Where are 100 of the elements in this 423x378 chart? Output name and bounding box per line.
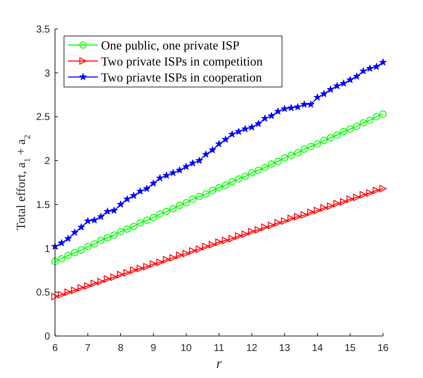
point <box>182 162 190 170</box>
point <box>110 206 118 214</box>
point <box>307 142 314 150</box>
point <box>97 212 105 220</box>
point <box>222 236 230 244</box>
point <box>130 192 138 199</box>
point <box>136 187 144 194</box>
y-tick-label: 2.5 <box>36 112 50 124</box>
point <box>314 206 322 214</box>
point <box>235 232 242 240</box>
point <box>110 231 118 239</box>
point <box>116 228 124 236</box>
point <box>268 160 276 168</box>
point <box>104 234 112 242</box>
y-tick-label: 1 <box>44 244 50 255</box>
point <box>280 104 288 112</box>
point <box>372 113 380 120</box>
point <box>202 190 210 198</box>
point <box>150 179 158 187</box>
point <box>280 154 288 162</box>
point <box>261 164 269 172</box>
point <box>116 270 124 278</box>
point <box>268 112 276 120</box>
point <box>242 172 249 180</box>
point <box>333 200 341 208</box>
x-tick-label: 7 <box>85 343 92 354</box>
point <box>58 255 66 262</box>
point <box>379 110 387 118</box>
point <box>379 58 387 66</box>
point <box>169 168 177 176</box>
point <box>366 64 374 72</box>
point <box>333 131 341 139</box>
point <box>346 125 354 133</box>
point <box>176 202 184 209</box>
point <box>169 254 177 262</box>
point <box>130 266 138 274</box>
point <box>110 274 118 281</box>
point <box>320 204 328 212</box>
point <box>182 199 190 206</box>
point <box>300 211 308 219</box>
y-tick-label: 3.5 <box>36 24 50 36</box>
point <box>90 240 98 248</box>
point <box>156 210 164 218</box>
point <box>51 292 59 300</box>
point <box>222 181 230 189</box>
point <box>202 150 210 158</box>
point <box>84 217 92 224</box>
point <box>215 184 223 192</box>
x-tick-label: 13 <box>279 343 291 354</box>
point <box>320 136 328 144</box>
y-tick-label: 2 <box>44 156 50 168</box>
point <box>379 184 387 192</box>
point <box>104 208 112 215</box>
point <box>169 205 177 212</box>
x-axis-title: r <box>216 357 222 372</box>
point <box>208 241 216 248</box>
point <box>360 191 367 198</box>
point <box>320 90 328 98</box>
point <box>104 275 112 283</box>
point <box>124 269 131 276</box>
y-tick-label: 3 <box>44 68 50 80</box>
point <box>97 236 105 244</box>
point <box>274 108 282 115</box>
point <box>84 242 92 250</box>
point <box>58 291 66 298</box>
point <box>346 76 354 84</box>
point <box>202 242 210 250</box>
y-tick-label: 0 <box>44 332 50 342</box>
point <box>366 189 374 197</box>
point <box>130 222 138 230</box>
point <box>366 116 374 124</box>
point <box>51 242 59 250</box>
point <box>261 114 269 122</box>
point <box>340 128 348 136</box>
point <box>136 219 144 226</box>
point <box>294 149 302 156</box>
point <box>340 198 348 206</box>
point <box>294 213 302 220</box>
point <box>261 224 269 231</box>
point <box>340 79 348 87</box>
point <box>248 228 256 236</box>
point <box>326 202 334 210</box>
point <box>287 104 295 112</box>
point <box>84 282 92 290</box>
point <box>124 225 131 233</box>
point <box>326 134 334 142</box>
point <box>268 222 276 230</box>
point <box>372 186 380 194</box>
x-tick-label: 10 <box>180 343 192 354</box>
point <box>235 175 242 183</box>
x-tick-label: 14 <box>312 343 324 354</box>
point <box>215 140 223 148</box>
point <box>307 208 314 216</box>
point <box>176 166 184 174</box>
point <box>353 72 361 80</box>
point <box>143 263 150 270</box>
point <box>189 247 196 255</box>
point <box>182 250 190 258</box>
point <box>346 196 354 203</box>
point <box>162 172 170 179</box>
